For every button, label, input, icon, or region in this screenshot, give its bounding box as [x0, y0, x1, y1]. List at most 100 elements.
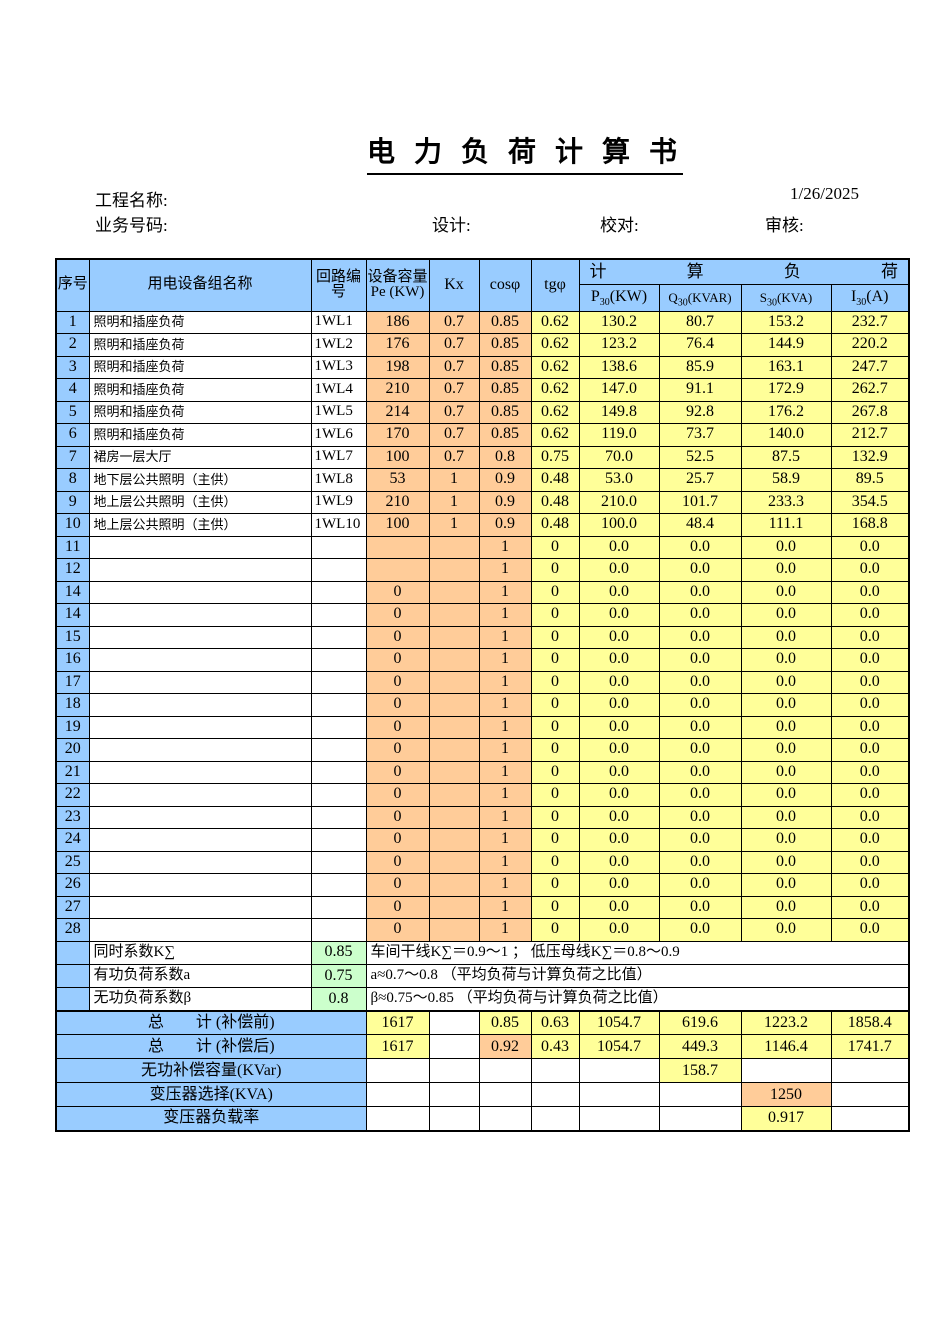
i30-cell: 168.8	[830, 513, 910, 537]
q30-cell: 0.0	[658, 760, 742, 784]
circuit-cell	[310, 715, 367, 739]
project-name-label: 工程名称:	[95, 191, 168, 210]
device-name-cell: 地下层公共照明（主供）	[88, 468, 312, 492]
cos-phi-cell: 1	[478, 625, 532, 649]
s30-cell: 0.0	[740, 738, 832, 762]
circuit-cell: 1WL8	[310, 468, 367, 492]
i30-cell: 232.7	[830, 310, 910, 334]
s30-cell: 58.9	[740, 468, 832, 492]
device-name-cell: 照明和插座负荷	[88, 310, 312, 334]
q30-cell: 85.9	[658, 355, 742, 379]
device-name-cell: 照明和插座负荷	[88, 423, 312, 447]
col-header-cos-phi: cosφ	[478, 258, 532, 312]
cos-phi-cell: 1	[478, 760, 532, 784]
pe-cell: 0	[365, 670, 430, 694]
kx-cell	[428, 603, 480, 627]
q30-cell: 48.4	[658, 513, 742, 537]
tg-phi-cell: 0.63	[530, 1009, 580, 1036]
table-row: 23 0 1 0 0.0 0.0 0.0 0.0	[55, 805, 910, 829]
kx-cell: 0.7	[428, 445, 480, 469]
cos-phi-cell: 1	[478, 580, 532, 604]
p30-cell: 149.8	[578, 400, 660, 424]
device-name-cell	[88, 873, 312, 897]
tg-phi-cell: 0	[530, 873, 580, 897]
i30-cell: 262.7	[830, 378, 910, 402]
q30-cell: 0.0	[658, 895, 742, 919]
cos-phi-cell: 0.85	[478, 310, 532, 334]
i30-cell: 0.0	[830, 828, 910, 852]
cos-phi-cell: 0.85	[478, 423, 532, 447]
coefficient-value: 0.8	[310, 987, 367, 1012]
i30-cell: 132.9	[830, 445, 910, 469]
device-name-cell	[88, 693, 312, 717]
device-name-cell	[88, 738, 312, 762]
kx-cell	[428, 783, 480, 807]
pe-cell: 0	[365, 873, 430, 897]
cos-phi-cell: 1	[478, 918, 532, 942]
tg-phi-cell: 0	[530, 535, 580, 559]
seq-cell: 16	[55, 648, 90, 672]
q30-cell: 0.0	[658, 648, 742, 672]
q30-cell: 91.1	[658, 378, 742, 402]
q30-cell	[658, 1082, 742, 1108]
tg-phi-cell: 0	[530, 648, 580, 672]
tg-phi-cell: 0	[530, 693, 580, 717]
table-row: 2 照明和插座负荷 1WL2 176 0.7 0.85 0.62 123.2 76.4 144.9…	[55, 333, 910, 357]
i30-cell: 220.2	[830, 333, 910, 357]
cos-phi-cell: 0.8	[478, 445, 532, 469]
tg-phi-cell: 0	[530, 715, 580, 739]
circuit-cell: 1WL4	[310, 378, 367, 402]
kx-cell	[428, 850, 480, 874]
col-header-i30: I30(A)	[830, 283, 910, 312]
seq-cell: 14	[55, 603, 90, 627]
q30-cell: 0.0	[658, 580, 742, 604]
s30-cell: 0.0	[740, 918, 832, 942]
s30-cell: 0.0	[740, 828, 832, 852]
i30-cell: 0.0	[830, 738, 910, 762]
circuit-cell	[310, 648, 367, 672]
pe-cell: 0	[365, 895, 430, 919]
kx-cell	[428, 805, 480, 829]
q30-cell: 0.0	[658, 873, 742, 897]
i30-cell: 1858.4	[830, 1009, 910, 1036]
i30-cell	[830, 1082, 910, 1108]
seq-cell: 27	[55, 895, 90, 919]
s30-cell: 0.0	[740, 873, 832, 897]
cos-phi-cell: 0.85	[478, 355, 532, 379]
kx-cell	[428, 828, 480, 852]
pe-cell	[365, 535, 430, 559]
seq-cell: 23	[55, 805, 90, 829]
s30-cell: 87.5	[740, 445, 832, 469]
q30-cell: 0.0	[658, 603, 742, 627]
circuit-cell	[310, 783, 367, 807]
tg-phi-cell: 0.62	[530, 333, 580, 357]
i30-cell: 0.0	[830, 648, 910, 672]
cos-phi-cell: 0.85	[478, 333, 532, 357]
device-name-cell: 地上层公共照明（主供）	[88, 490, 312, 514]
seq-cell: 12	[55, 558, 90, 582]
s30-cell: 0.0	[740, 715, 832, 739]
i30-cell: 0.0	[830, 693, 910, 717]
p30-cell: 0.0	[578, 648, 660, 672]
coefficient-label: 有功负荷系数a	[88, 963, 312, 989]
tg-phi-cell: 0.62	[530, 378, 580, 402]
load-calc-table: 序号 用电设备组名称 回路编号 设备容量 Pe (KW) Kx cosφ tgφ…	[55, 258, 910, 1132]
tg-phi-cell: 0.75	[530, 445, 580, 469]
circuit-cell	[310, 895, 367, 919]
q30-cell: 0.0	[658, 715, 742, 739]
i30-cell: 0.0	[830, 760, 910, 784]
p30-cell: 0.0	[578, 715, 660, 739]
seq-cell: 7	[55, 445, 90, 469]
cos-phi-cell: 1	[478, 715, 532, 739]
q30-cell: 619.6	[658, 1009, 742, 1036]
i30-cell: 267.8	[830, 400, 910, 424]
summary-row: 总 计 (补偿前) 1617 0.85 0.63 1054.7 619.6 1223.2 18…	[55, 1009, 910, 1036]
pe-cell: 0	[365, 783, 430, 807]
seq-cell: 17	[55, 670, 90, 694]
circuit-cell	[310, 850, 367, 874]
q30-cell: 0.0	[658, 625, 742, 649]
seq-cell: 2	[55, 333, 90, 357]
tg-phi-cell: 0	[530, 783, 580, 807]
cos-phi-cell	[478, 1106, 532, 1132]
coefficient-note: β≈0.75～0.85 （平均负荷与计算负荷之比值）	[365, 987, 910, 1012]
